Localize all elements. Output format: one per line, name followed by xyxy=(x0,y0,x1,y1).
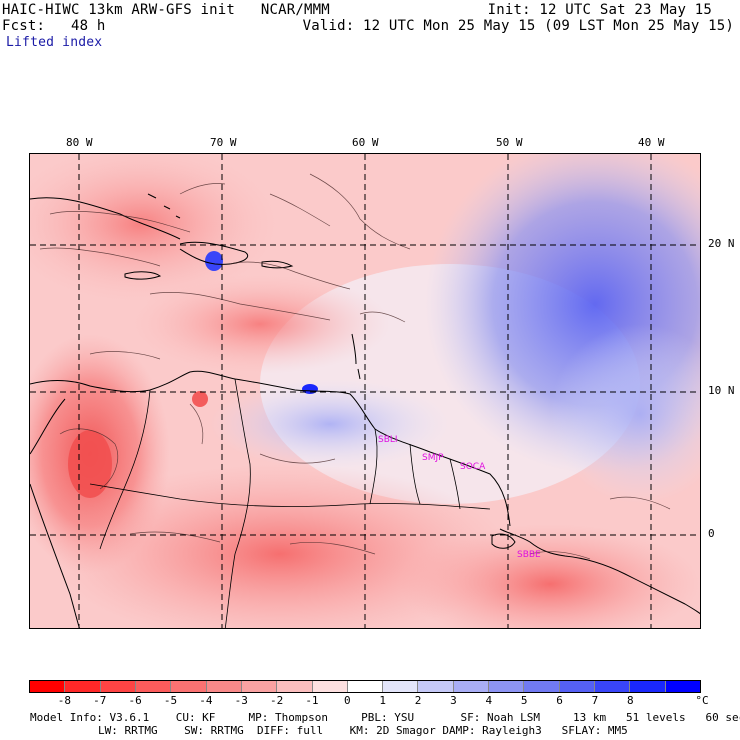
lat-label-10n: 10 N xyxy=(708,384,735,397)
colorbar-swatch xyxy=(100,681,136,692)
coastlines xyxy=(30,193,700,628)
colorbar-tick-label: 0 xyxy=(344,694,351,707)
colorbar-tick-label: 5 xyxy=(520,694,528,707)
colorbar-tick-label: 3 xyxy=(450,694,457,707)
lat-label-20n: 20 N xyxy=(708,237,735,250)
station-label-smjp: SMJP xyxy=(422,453,444,463)
lon-label-40w: 40 W xyxy=(638,136,665,149)
station-labels: SBLI SMJP SOCA SBBE xyxy=(378,435,541,560)
colorbar-swatch xyxy=(418,681,454,692)
colorbar-tick-label: 4 xyxy=(485,694,493,707)
field-brazil-negative xyxy=(400,524,700,628)
colorbar-swatch xyxy=(453,681,490,692)
colorbar-swatch xyxy=(630,681,666,692)
model-info-line2: LW: RRTMG SW: RRTMG DIFF: full KM: 2D Sm… xyxy=(98,724,628,737)
colorbar-tick-label: -1 xyxy=(305,694,319,707)
colorbar-swatch xyxy=(277,681,313,692)
station-label-sbbe: SBBE xyxy=(517,550,541,560)
colorbar-tick-label: -7 xyxy=(93,694,107,707)
colorbar-swatch xyxy=(241,681,278,692)
field-red-spot-maracaibo xyxy=(192,391,208,407)
colorbar-swatch xyxy=(206,681,242,692)
colorbar-swatch xyxy=(65,681,101,692)
lat-label-0: 0 xyxy=(708,527,715,540)
colorbar-swatch xyxy=(559,681,595,692)
model-title: HAIC-HIWC 13km ARW-GFS init NCAR/MMM xyxy=(2,2,330,18)
colorbar-tick-label: 8 xyxy=(626,694,634,707)
lon-label-80w: 80 W xyxy=(66,136,93,149)
colorbar-swatch xyxy=(312,681,348,692)
colorbar-swatch xyxy=(347,681,384,692)
field-amazon-negative xyxy=(50,464,510,628)
field-caribbean-negative xyxy=(130,274,390,374)
colorbar-swatch xyxy=(383,681,419,692)
colorbar-swatch xyxy=(135,681,172,692)
field-name: Lifted index xyxy=(6,35,103,50)
colorbar-tick-label: -2 xyxy=(269,694,284,707)
lon-label-60w: 60 W xyxy=(352,136,379,149)
colorbar-swatch xyxy=(524,681,560,692)
colorbar-tick-label: -6 xyxy=(128,694,142,707)
station-label-sbli: SBLI xyxy=(378,435,398,445)
valid-time: Valid: 12 UTC Mon 25 May 15 (09 LST Mon … xyxy=(302,18,734,34)
field-atlantic-positive-2 xyxy=(550,324,700,504)
lon-label-70w: 70 W xyxy=(210,136,237,149)
contours xyxy=(39,173,671,560)
colorbar-swatch xyxy=(489,681,525,692)
colorbar xyxy=(29,680,701,693)
map-canvas: SBLI SMJP SOCA SBBE xyxy=(30,154,700,628)
colorbar-unit: °C xyxy=(695,694,709,707)
colorbar-swatch xyxy=(30,681,66,692)
colorbar-tick-label: 2 xyxy=(414,694,422,707)
colorbar-tick-label: 7 xyxy=(591,694,599,707)
colorbar-swatch xyxy=(595,681,631,692)
field-red-spot-andes xyxy=(68,430,112,498)
lifted-index-map: SBLI SMJP SOCA SBBE xyxy=(29,153,701,629)
colorbar-swatch xyxy=(171,681,207,692)
colorbar-tick-label: 6 xyxy=(556,694,563,707)
colorbar-swatch xyxy=(665,681,700,692)
station-label-soca: SOCA xyxy=(460,462,486,472)
model-info-line1: Model Info: V3.6.1 CU: KF MP: Thompson P… xyxy=(30,711,740,724)
colorbar-tick-label: 1 xyxy=(379,694,386,707)
latlon-grid xyxy=(30,154,700,628)
field-blue-spot-hispaniola xyxy=(205,251,223,271)
colorbar-tick-label: -3 xyxy=(234,694,248,707)
lon-label-50w: 50 W xyxy=(496,136,523,149)
field-caribbean-positive xyxy=(210,379,450,469)
forecast-hour: Fcst: 48 h xyxy=(2,18,106,34)
colorbar-tick-label: -8 xyxy=(57,694,71,707)
colorbar-tick-label: -4 xyxy=(199,694,213,707)
colorbar-tick-label: -5 xyxy=(163,694,178,707)
init-time: Init: 12 UTC Sat 23 May 15 xyxy=(487,2,712,18)
